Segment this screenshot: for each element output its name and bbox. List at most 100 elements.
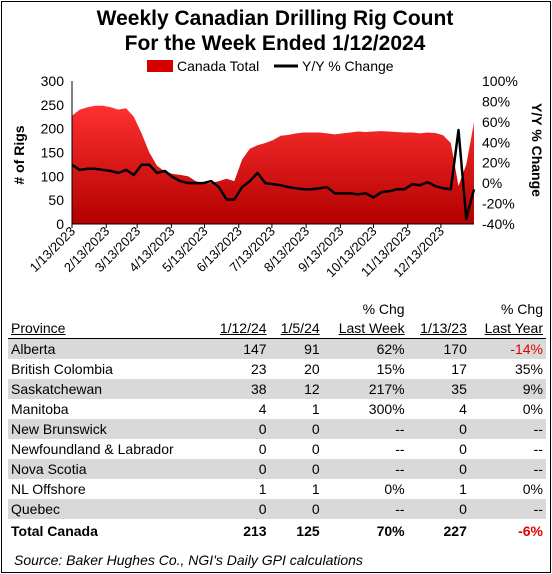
table-cell: 0% xyxy=(384,481,405,497)
table-cell xyxy=(8,300,207,318)
right-axis-title: Y/Y % Change xyxy=(529,103,545,197)
table-row: British Colombia 23 20 15% 17 35% xyxy=(8,359,546,379)
table-cell: 20 xyxy=(304,361,320,377)
table-cell: Alberta xyxy=(8,338,208,359)
table-cell: -14% xyxy=(469,338,546,359)
table-cell: 0 xyxy=(407,459,470,479)
table-cell: Province xyxy=(8,318,208,339)
table-cell: Total Canada xyxy=(11,523,98,539)
table-cell: 0 xyxy=(269,499,323,519)
table-cell: 0 xyxy=(207,499,270,519)
table-cell: -- xyxy=(322,459,408,479)
table-cell: -- xyxy=(322,499,408,519)
table-cell: 15% xyxy=(376,361,405,377)
table-cell: 300% xyxy=(368,401,405,417)
table-cell: 17 xyxy=(451,361,467,377)
table-cell: 91 xyxy=(269,338,323,359)
table-cell: Quebec xyxy=(8,499,208,519)
chart-title: Weekly Canadian Drilling Rig Count For t… xyxy=(0,6,550,56)
table-cell: 70% xyxy=(376,523,405,539)
table-row: Nova Scotia 0 0 -- 0 -- xyxy=(8,459,546,479)
table-cell: 35% xyxy=(514,361,543,377)
table-cell: 1/13/23 xyxy=(407,318,470,339)
province-table: % Chg% Chg Province 1/12/24 1/5/24 Last Week… xyxy=(8,300,546,543)
table-cell: 38 xyxy=(207,379,270,399)
table-cell: 0 xyxy=(407,499,470,519)
table-total-row: Total Canada 213 125 70% 227 -6% xyxy=(8,519,546,543)
source-note: Source: Baker Hughes Co., NGI's Daily GP… xyxy=(14,552,363,568)
table-cell: Manitoba xyxy=(11,401,69,417)
legend-swatch-canada-total xyxy=(147,60,173,72)
table-row: Manitoba 4 1 300% 4 0% xyxy=(8,399,546,419)
legend-label-canada-total: Canada Total xyxy=(177,58,259,74)
table-cell: 125 xyxy=(296,523,320,539)
table-cell: 0 xyxy=(407,419,470,439)
right-tick-label: 20% xyxy=(482,155,510,171)
table-cell: 1 xyxy=(258,481,267,497)
canada-total-area xyxy=(72,105,474,224)
title-line-2: For the Week Ended 1/12/2024 xyxy=(124,32,426,55)
table-cell: 23 xyxy=(250,361,267,377)
table-cell: % Chg xyxy=(500,301,543,317)
left-tick-label: 100 xyxy=(41,168,65,184)
table-cell: 147 xyxy=(207,338,270,359)
right-tick-label: -20% xyxy=(482,196,515,212)
table-cell: 0 xyxy=(269,419,323,439)
table-cell: -- xyxy=(395,441,405,457)
table-cell: 170 xyxy=(407,338,470,359)
table-header-top: % Chg % Chg xyxy=(8,300,546,318)
table-cell: -- xyxy=(533,441,543,457)
table-cell: 213 xyxy=(243,523,267,539)
table-cell: Last Week xyxy=(322,318,408,339)
left-tick-label: 50 xyxy=(48,192,64,208)
table-cell: 217% xyxy=(322,379,408,399)
table-cell: Newfoundland & Labrador xyxy=(11,441,174,457)
left-tick-label: 250 xyxy=(41,97,65,113)
table-cell: 4 xyxy=(459,401,467,417)
table-cell: 0% xyxy=(522,481,543,497)
table-cell: 0 xyxy=(269,459,323,479)
table-cell: -6% xyxy=(518,523,543,539)
table-cell xyxy=(270,300,323,318)
table-cell: -- xyxy=(469,459,546,479)
right-tick-label: -40% xyxy=(482,216,515,232)
table-cell: 1/5/24 xyxy=(269,318,323,339)
title-line-1: Weekly Canadian Drilling Rig Count xyxy=(96,7,454,30)
yy-change-line xyxy=(71,128,476,221)
table-row: New Brunswick 0 0 -- 0 -- xyxy=(8,419,546,439)
table-cell: 0% xyxy=(522,401,543,417)
left-tick-label: 150 xyxy=(41,145,65,161)
table-header: Province 1/12/24 1/5/24 Last Week 1/13/23 Las… xyxy=(8,318,546,339)
table-cell xyxy=(408,300,470,318)
table-row: NL Offshore 1 1 0% 1 0% xyxy=(8,479,546,499)
table-cell: -- xyxy=(469,419,546,439)
table-cell: New Brunswick xyxy=(8,419,208,439)
table-cell: 0 xyxy=(207,459,270,479)
table-cell: 1/12/24 xyxy=(207,318,270,339)
right-tick-label: 40% xyxy=(482,134,510,150)
table-cell: -- xyxy=(469,499,546,519)
right-tick-label: 60% xyxy=(482,114,510,130)
table-cell: 0 xyxy=(459,441,467,457)
table-cell: Last Year xyxy=(469,318,546,339)
right-tick-label: 0% xyxy=(482,175,502,191)
left-tick-label: 300 xyxy=(41,73,65,89)
legend-label-yy-change: Y/Y % Change xyxy=(302,58,394,74)
right-tick-label: 100% xyxy=(482,73,518,89)
table-cell: 1 xyxy=(311,401,320,417)
table-cell: 12 xyxy=(269,379,323,399)
left-tick-label: 0 xyxy=(56,216,64,232)
table-cell xyxy=(207,300,269,318)
table-cell: 1 xyxy=(459,481,467,497)
table-cell: Nova Scotia xyxy=(8,459,208,479)
table-row: Saskatchewan 38 12 217% 35 9% xyxy=(8,379,546,399)
table-cell: 227 xyxy=(443,523,467,539)
table-cell: 0 xyxy=(207,419,270,439)
table-cell: 62% xyxy=(322,338,408,359)
table-cell: 0 xyxy=(258,441,267,457)
table-cell: Saskatchewan xyxy=(8,379,208,399)
right-tick-label: 80% xyxy=(482,93,510,109)
left-tick-label: 200 xyxy=(41,121,65,137)
table-cell: % Chg xyxy=(362,301,405,317)
